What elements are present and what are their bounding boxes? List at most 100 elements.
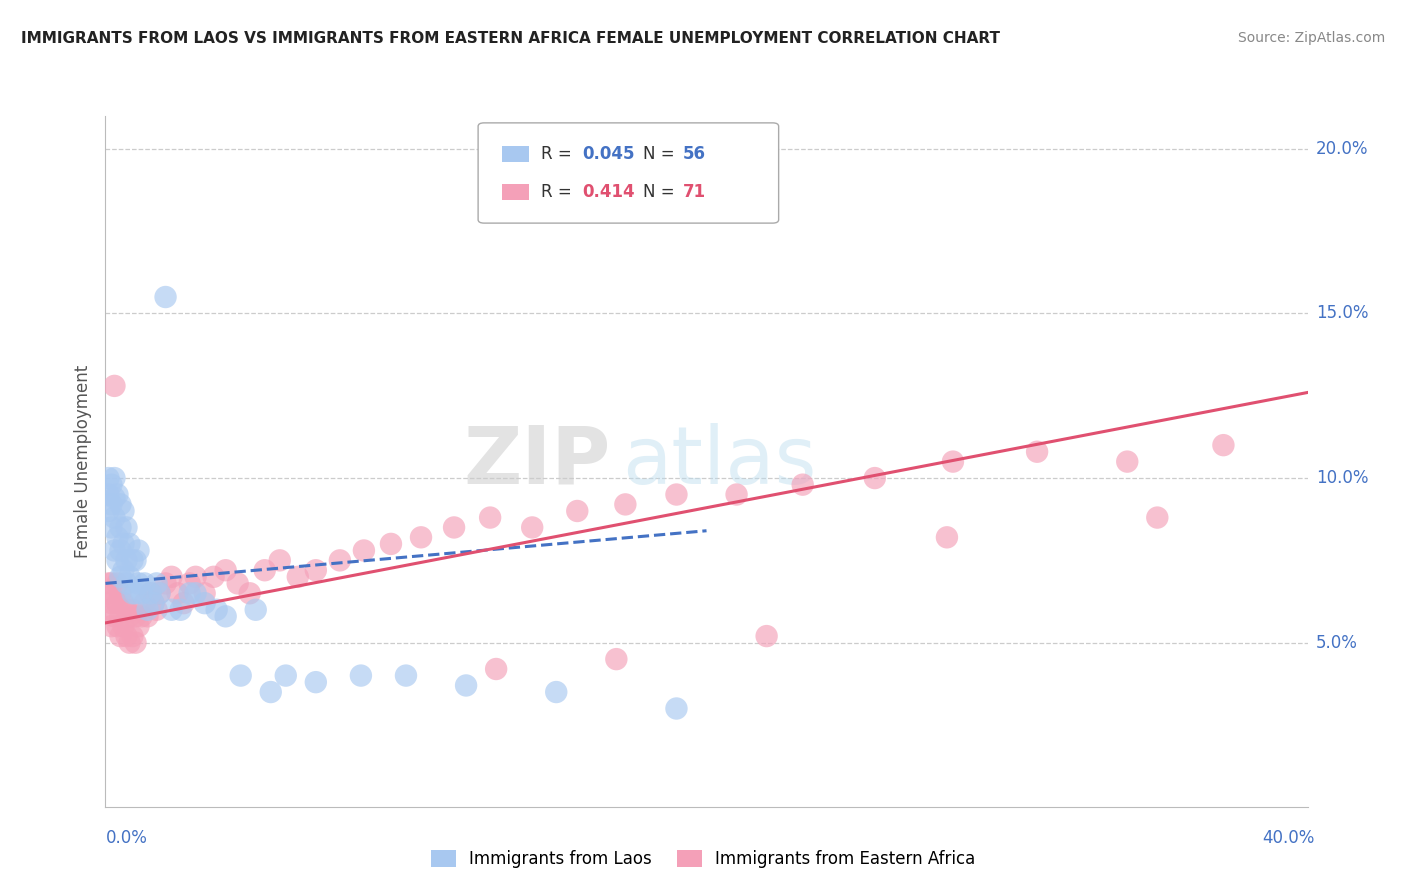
Text: 10.0%: 10.0%: [1316, 469, 1368, 487]
Point: [131, 586, 153, 600]
Point: [1317, 422, 1340, 436]
Point: [665, 701, 688, 715]
Point: [725, 487, 748, 501]
Point: [179, 586, 201, 600]
Point: [136, 609, 159, 624]
Point: [97, 576, 120, 591]
Text: 5.0%: 5.0%: [1316, 633, 1358, 652]
Point: [97, 487, 120, 501]
Point: [121, 586, 143, 600]
Legend: Immigrants from Laos, Immigrants from Eastern Africa: Immigrants from Laos, Immigrants from Ea…: [425, 843, 981, 875]
Point: [124, 635, 146, 649]
Text: atlas: atlas: [623, 423, 817, 500]
Point: [115, 553, 138, 567]
Text: R =: R =: [541, 145, 576, 163]
Point: [121, 629, 143, 643]
Point: [100, 520, 122, 534]
Point: [100, 576, 122, 591]
Point: [115, 576, 138, 591]
Point: [128, 543, 150, 558]
Point: [110, 609, 132, 624]
Point: [1146, 510, 1168, 524]
Point: [305, 675, 328, 690]
Point: [97, 504, 120, 518]
Point: [97, 586, 120, 600]
Point: [305, 563, 328, 577]
Point: [202, 570, 225, 584]
Point: [128, 619, 150, 633]
Point: [110, 570, 132, 584]
Point: [194, 596, 217, 610]
Point: [179, 576, 201, 591]
Point: [97, 471, 120, 485]
Point: [148, 586, 170, 600]
Point: [145, 576, 167, 591]
Point: [107, 596, 129, 610]
Point: [118, 537, 141, 551]
Point: [226, 576, 249, 591]
Point: [115, 629, 138, 643]
Point: [1026, 444, 1049, 458]
Point: [155, 290, 177, 304]
Point: [110, 543, 132, 558]
Point: [107, 553, 129, 567]
Point: [229, 668, 252, 682]
Point: [269, 553, 291, 567]
Point: [454, 678, 477, 692]
Text: 0.045: 0.045: [582, 145, 636, 163]
Point: [139, 586, 162, 600]
Point: [936, 530, 959, 544]
Point: [110, 629, 132, 643]
Point: [131, 609, 153, 624]
Text: 0.0%: 0.0%: [105, 829, 148, 847]
Point: [142, 596, 165, 610]
Text: R =: R =: [541, 183, 576, 201]
Point: [107, 576, 129, 591]
Point: [253, 563, 276, 577]
Point: [103, 609, 125, 624]
Point: [124, 553, 146, 567]
Text: Source: ZipAtlas.com: Source: ZipAtlas.com: [1237, 31, 1385, 45]
Point: [395, 668, 418, 682]
Point: [1212, 438, 1234, 452]
Y-axis label: Female Unemployment: Female Unemployment: [73, 365, 91, 558]
Point: [103, 491, 125, 505]
FancyBboxPatch shape: [502, 146, 529, 161]
Point: [121, 603, 143, 617]
Point: [110, 586, 132, 600]
Point: [134, 576, 156, 591]
Text: N =: N =: [643, 145, 679, 163]
Point: [112, 537, 135, 551]
Point: [479, 510, 502, 524]
Point: [546, 685, 568, 699]
Point: [100, 596, 122, 610]
Point: [350, 668, 373, 682]
Point: [184, 586, 207, 600]
Text: 0.414: 0.414: [582, 183, 636, 201]
FancyBboxPatch shape: [502, 185, 529, 200]
Point: [124, 609, 146, 624]
Point: [118, 609, 141, 624]
Point: [112, 563, 135, 577]
Point: [110, 520, 132, 534]
Point: [214, 563, 236, 577]
Point: [665, 487, 688, 501]
Point: [184, 570, 207, 584]
Point: [115, 520, 138, 534]
Point: [112, 619, 135, 633]
Point: [112, 504, 135, 518]
Point: [103, 379, 125, 393]
Point: [942, 455, 965, 469]
Point: [121, 553, 143, 567]
Text: ZIP: ZIP: [463, 423, 610, 500]
Point: [118, 635, 141, 649]
Point: [443, 520, 465, 534]
Text: 15.0%: 15.0%: [1316, 304, 1368, 323]
Point: [100, 477, 122, 491]
Point: [103, 543, 125, 558]
Point: [112, 596, 135, 610]
FancyBboxPatch shape: [478, 123, 779, 223]
Point: [118, 570, 141, 584]
Text: 71: 71: [682, 183, 706, 201]
Point: [142, 596, 165, 610]
